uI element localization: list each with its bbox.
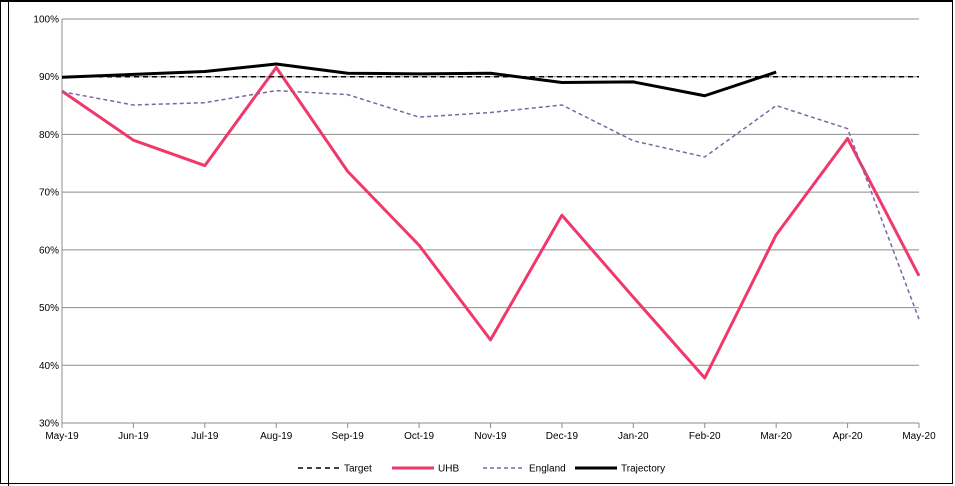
- legend-label-target: Target: [344, 464, 372, 475]
- series-lines: [61, 62, 921, 380]
- x-tick-label: May-20: [902, 431, 936, 442]
- x-tick-label: Feb-20: [689, 431, 721, 442]
- y-tick-label: 60%: [39, 245, 59, 256]
- x-tick-label: Sep-19: [332, 431, 365, 442]
- y-tick-label: 30%: [39, 419, 59, 430]
- y-tick-label: 100%: [33, 15, 59, 26]
- x-tick-label: Aug-19: [260, 431, 293, 442]
- x-tick-label: Jul-19: [191, 431, 219, 442]
- x-tick-label: May-19: [45, 431, 79, 442]
- x-tick-label: Nov-19: [474, 431, 507, 442]
- legend-label-trajectory: Trajectory: [621, 464, 665, 475]
- x-tick-label: Jun-19: [118, 431, 149, 442]
- frame-left-border: [8, 0, 9, 486]
- y-tick-label: 40%: [39, 361, 59, 372]
- legend: Target UHB England Trajectory: [298, 464, 665, 475]
- y-tick-label: 50%: [39, 303, 59, 314]
- x-tick-label: Oct-19: [404, 431, 434, 442]
- legend-label-uhb: UHB: [438, 464, 459, 475]
- x-tick-label: Jan-20: [618, 431, 649, 442]
- gridlines: [61, 18, 919, 424]
- series-line-england: [61, 89, 920, 320]
- legend-label-england: England: [529, 464, 566, 475]
- y-tick-label: 70%: [39, 188, 59, 199]
- x-tick-label: Apr-20: [833, 431, 863, 442]
- series-line-trajectory: [61, 62, 777, 98]
- series-line-uhb: [61, 65, 921, 380]
- x-axis-tick-labels: May-19 Jun-19 Jul-19 Aug-19 Sep-19 Oct-19 Nov-…: [45, 423, 936, 442]
- y-axis-tick-labels: 30% 40% 50% 60% 70% 80% 90% 100%: [33, 15, 59, 430]
- y-tick-label: 80%: [39, 130, 59, 141]
- x-tick-label: Dec-19: [546, 431, 579, 442]
- y-tick-label: 90%: [39, 72, 59, 83]
- x-tick-label: Mar-20: [760, 431, 792, 442]
